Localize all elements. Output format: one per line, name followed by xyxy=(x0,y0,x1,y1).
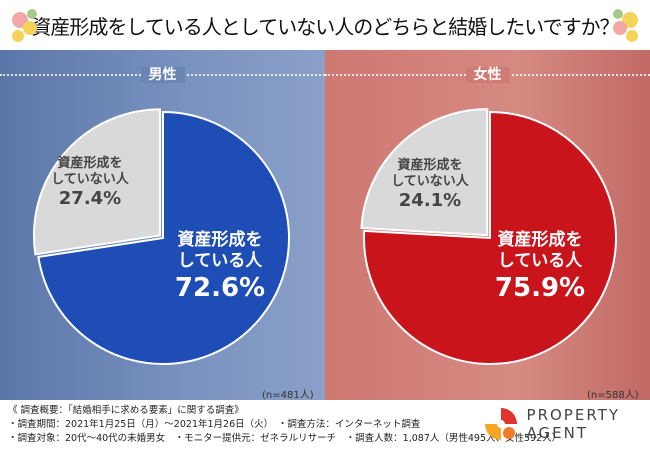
female-has-label: 資産形成を している人 75.9% xyxy=(494,230,586,303)
flower-bouquet-icon xyxy=(613,9,638,42)
male-title: 男性 xyxy=(140,67,185,83)
male-panel: 男性 資産形成を していない人 27.4% 資産形成を している人 72.6% (n=4… xyxy=(0,50,325,401)
pie-slice xyxy=(363,110,617,365)
male-pie-chart xyxy=(32,108,290,365)
property-agent-logo: PROPERTY AGENT xyxy=(483,406,620,442)
female-panel: 女性 資産形成を していない人 24.1% 資産形成を している人 75.9% (n=5… xyxy=(325,50,650,401)
pie-slice xyxy=(32,108,161,256)
male-has-label: 資産形成を している人 72.6% xyxy=(174,230,266,303)
logo-mark-icon xyxy=(484,408,517,440)
pie-slice xyxy=(37,110,290,365)
flower-bouquet-icon xyxy=(12,9,37,42)
female-title: 女性 xyxy=(465,67,510,83)
male-n-label: (n=481人) xyxy=(262,390,314,401)
female-n-label: (n=588人) xyxy=(587,390,639,401)
pie-slice xyxy=(360,108,489,237)
male-not-label: 資産形成を していない人 27.4% xyxy=(51,156,129,209)
page-title: 資産形成をしている人としていない人のどちらと結婚したいですか？ xyxy=(31,14,619,39)
survey-footer: 《 調査概要：「結婚相手に求める要素」に関する調査》 ・調査期間：2021年1月… xyxy=(0,400,650,450)
female-pie-chart xyxy=(360,108,617,365)
female-not-label: 資産形成を していない人 24.1% xyxy=(391,158,469,211)
